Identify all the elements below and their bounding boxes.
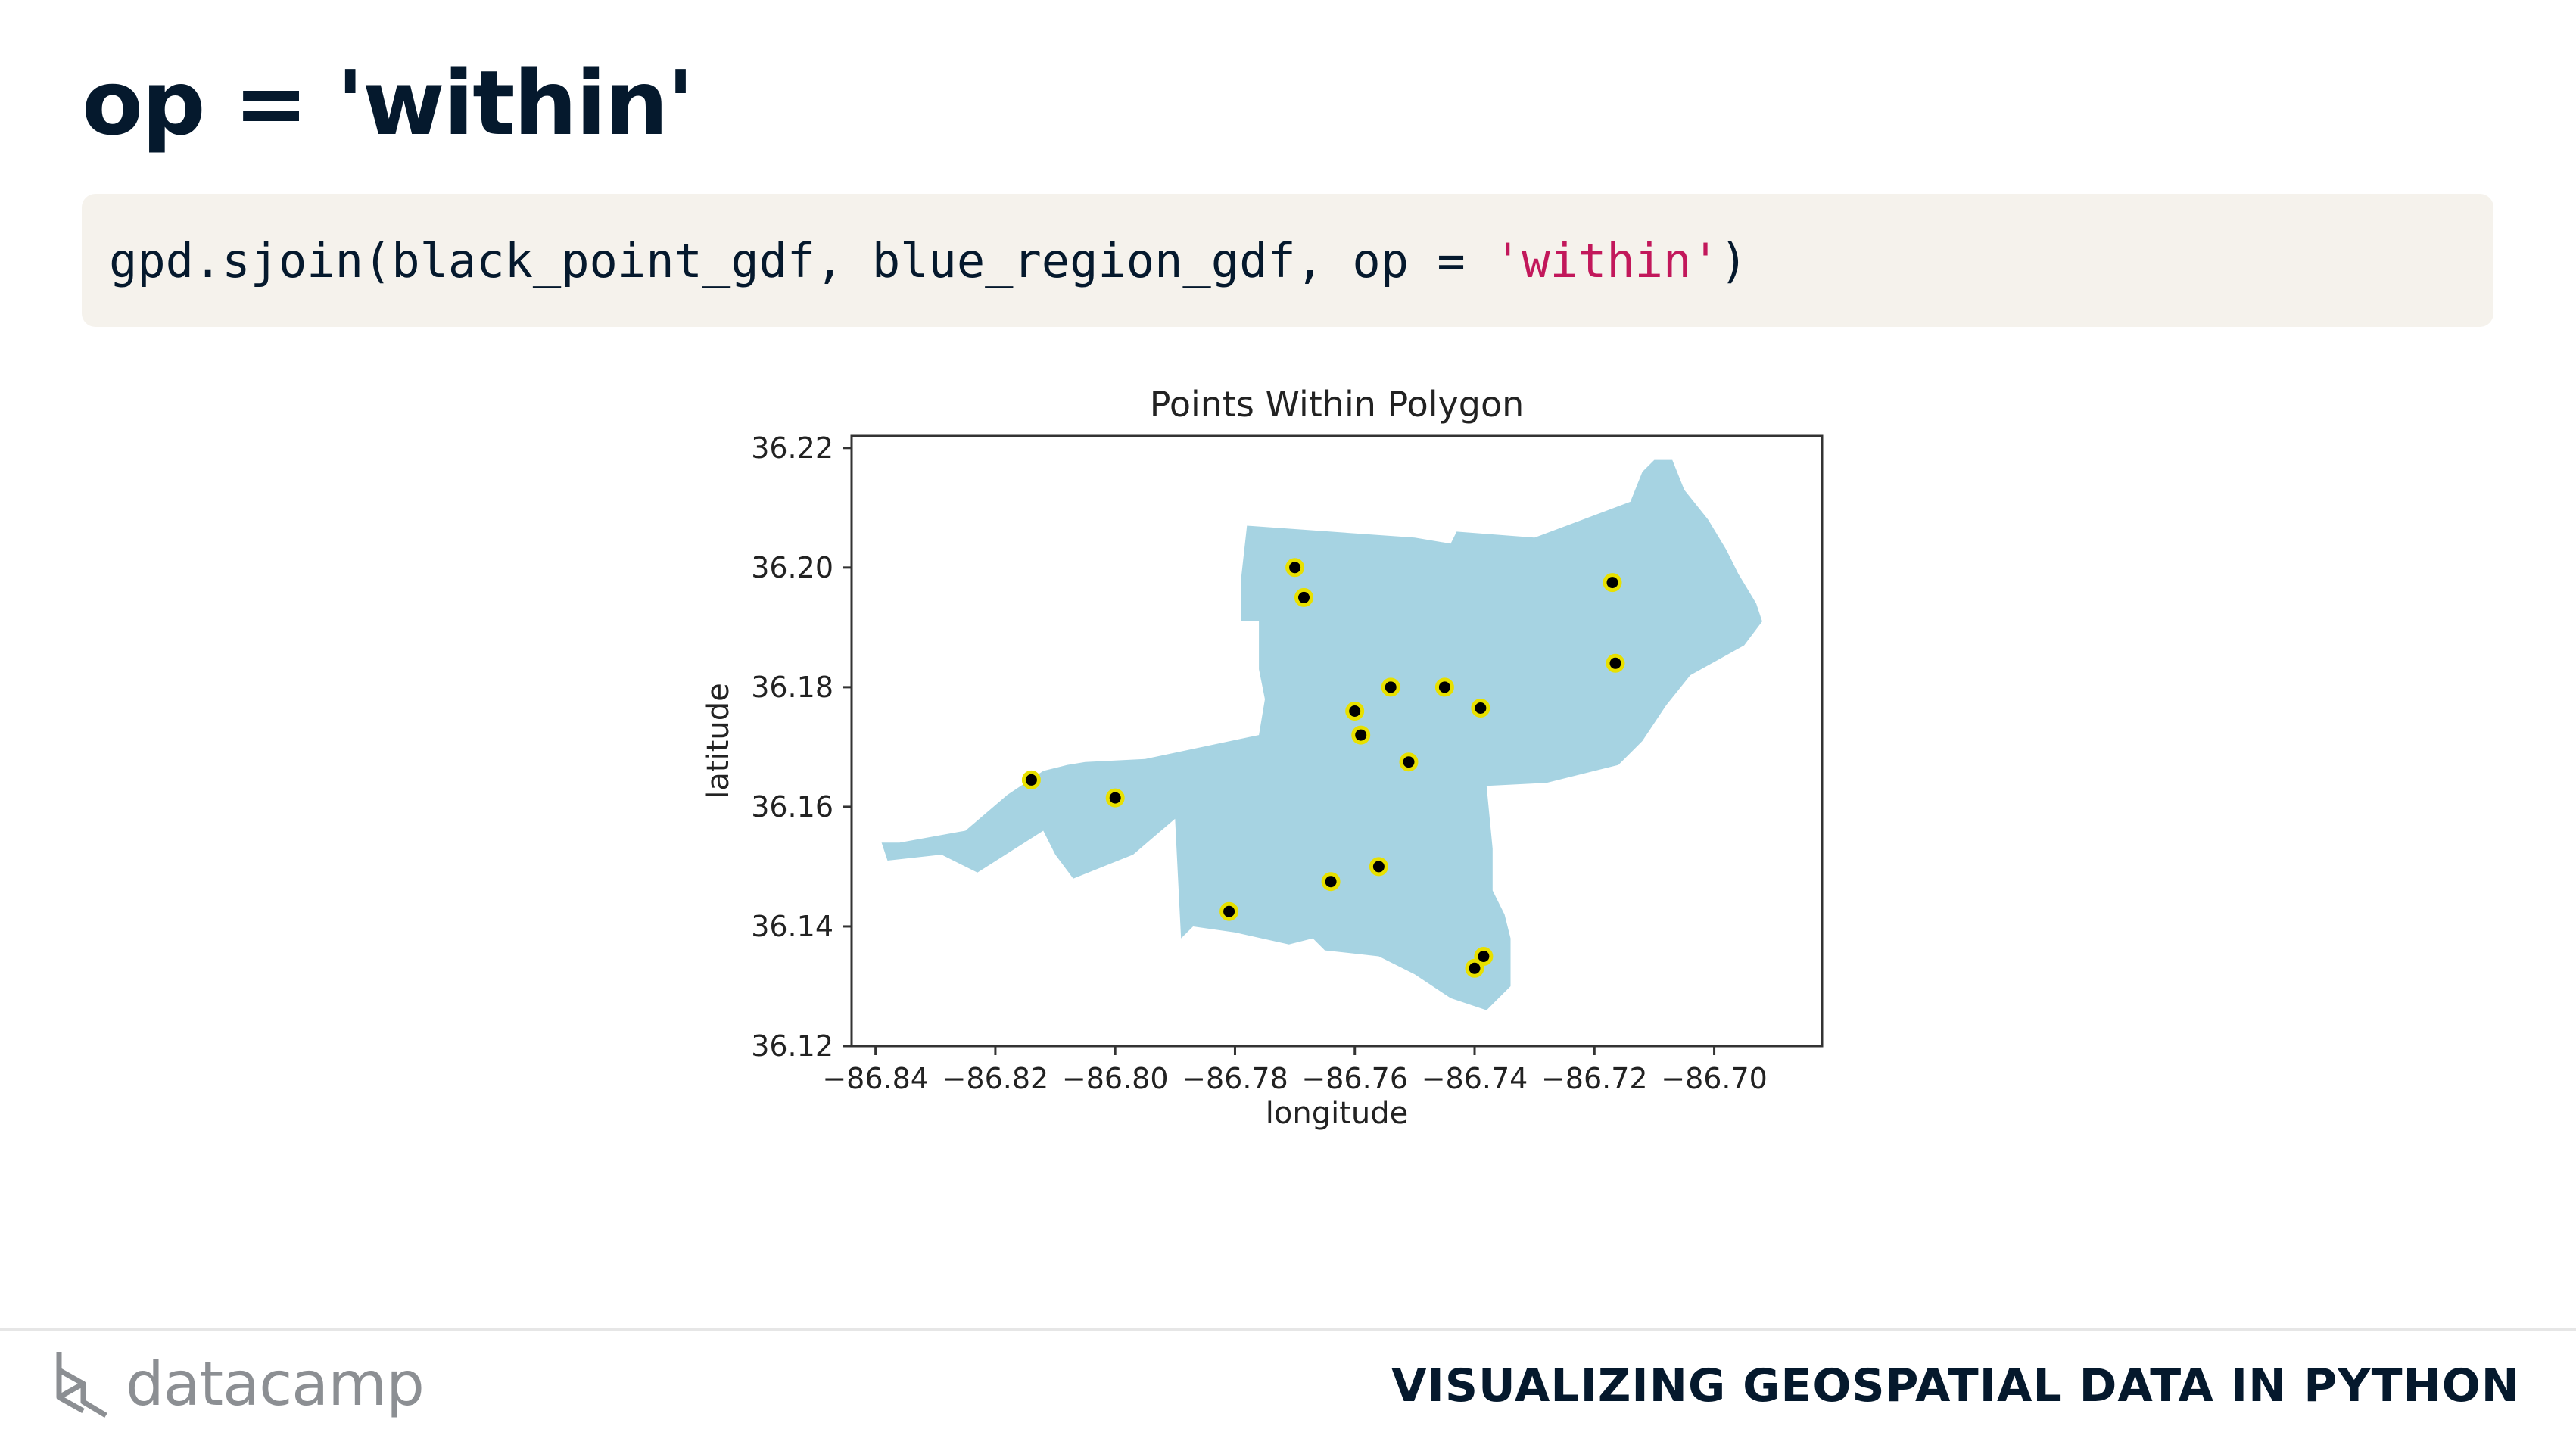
data-point [1285, 558, 1305, 578]
data-point [1471, 699, 1490, 718]
course-title: VISUALIZING GEOSPATIAL DATA IN PYTHON [1391, 1359, 2520, 1412]
data-point [1606, 653, 1625, 673]
data-point [1321, 872, 1341, 892]
y-tick-label: 36.20 [751, 551, 833, 584]
logo-wordmark: datacamp [126, 1348, 425, 1419]
x-axis-label: longitude [1266, 1096, 1408, 1131]
x-tick-label: −86.78 [1182, 1062, 1288, 1095]
data-point [1399, 752, 1419, 772]
data-point [1294, 587, 1313, 607]
x-tick-label: −86.70 [1661, 1062, 1768, 1095]
region-polygon [881, 459, 1762, 1010]
y-axis: 36.12 36.14 36.16 36.18 36.20 36.22 [751, 431, 852, 1063]
x-tick-label: −86.74 [1422, 1062, 1528, 1095]
y-tick-label: 36.16 [751, 790, 833, 824]
axes-frame [850, 434, 1824, 1048]
data-point [1381, 677, 1400, 697]
x-tick-label: −86.82 [942, 1062, 1049, 1095]
x-axis: −86.84 −86.82 −86.80 −86.78 −86.76 −86.74 −86.… [822, 1046, 1768, 1095]
code-string-literal: 'within' [1494, 232, 1720, 288]
data-point [1021, 770, 1041, 789]
code-block: gpd.sjoin(black_point_gdf, blue_region_g… [82, 194, 2493, 327]
y-tick-label: 36.22 [751, 431, 833, 465]
data-point [1474, 947, 1494, 966]
code-text-suffix: ) [1719, 232, 1748, 288]
data-point [1345, 702, 1365, 721]
y-tick-label: 36.14 [751, 910, 833, 943]
x-tick-label: −86.76 [1301, 1062, 1408, 1095]
chart-title: Points Within Polygon [1150, 384, 1525, 425]
footer-divider [0, 1328, 2576, 1331]
x-tick-label: −86.80 [1062, 1062, 1169, 1095]
data-point [1105, 788, 1125, 808]
slide-title: op = 'within' [82, 51, 694, 155]
y-tick-label: 36.12 [751, 1029, 833, 1063]
y-axis-label: latitude [701, 683, 736, 799]
x-tick-label: −86.84 [822, 1062, 929, 1095]
datacamp-logo-icon [56, 1352, 107, 1418]
plot-area [881, 459, 1762, 1010]
data-point [1465, 958, 1484, 978]
data-point [1434, 677, 1454, 697]
x-tick-label: −86.72 [1541, 1062, 1648, 1095]
scatter-chart: Points Within Polygon −86.84 −86.82 −86.80… [701, 384, 1824, 1131]
data-point [1351, 725, 1371, 745]
data-point [1219, 901, 1239, 921]
code-text: gpd.sjoin(black_point_gdf, blue_region_g… [109, 232, 1494, 288]
datacamp-logo: datacamp [53, 1347, 425, 1420]
data-point [1369, 857, 1388, 877]
y-tick-label: 36.18 [751, 671, 833, 704]
data-point [1603, 573, 1622, 593]
